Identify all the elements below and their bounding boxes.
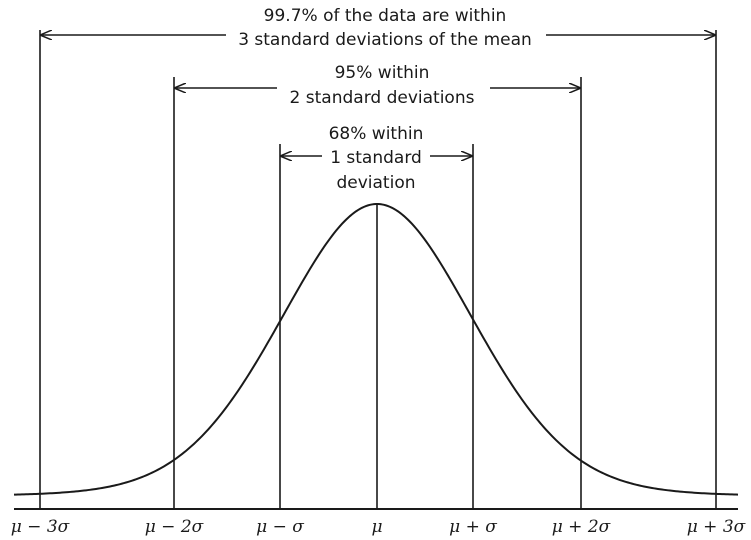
label-1-sd-line-1: 68% within bbox=[329, 124, 424, 144]
tick-plus-3-sd: μ + 3σ bbox=[687, 517, 746, 537]
tick-minus-2-sd: μ − 2σ bbox=[145, 517, 204, 537]
tick-plus-1-sd: μ + σ bbox=[449, 517, 497, 537]
tick-mean: μ bbox=[371, 517, 382, 537]
label-1-sd-line-2: 1 standard bbox=[330, 148, 422, 168]
bell-curve bbox=[13, 203, 739, 496]
tick-plus-2-sd: μ + 2σ bbox=[552, 517, 611, 537]
label-2-sd-line-2: 2 standard deviations bbox=[290, 88, 475, 108]
label-3-sd-line-2: 3 standard deviations of the mean bbox=[238, 30, 532, 50]
label-2-sd-line-1: 95% within bbox=[335, 63, 430, 83]
tick-minus-3-sd: μ − 3σ bbox=[11, 517, 70, 537]
label-3-sd-line-1: 99.7% of the data are within bbox=[264, 6, 507, 26]
label-1-sd-line-3: deviation bbox=[336, 173, 415, 193]
tick-minus-1-sd: μ − σ bbox=[256, 517, 304, 537]
